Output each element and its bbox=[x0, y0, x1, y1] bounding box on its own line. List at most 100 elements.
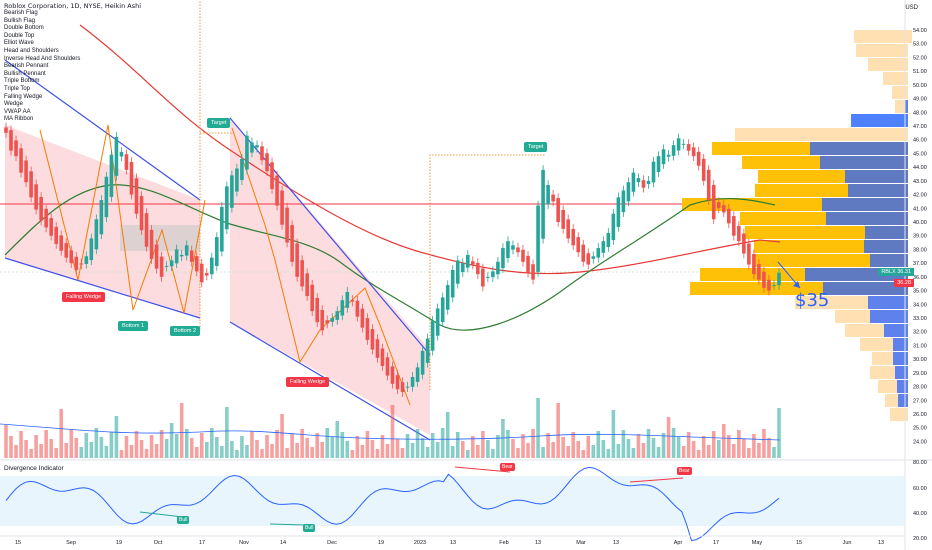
volume-bar bbox=[280, 414, 284, 458]
bear-divergence-1 bbox=[454, 466, 511, 473]
volume-bar bbox=[696, 450, 701, 458]
candle-body bbox=[531, 264, 535, 280]
volume-bar bbox=[220, 446, 224, 458]
target-line-2 bbox=[429, 154, 545, 390]
bottom-2-label: Bottom 2 bbox=[170, 326, 201, 336]
candle-body bbox=[295, 243, 299, 277]
pattern-legend-item: Double Top bbox=[4, 32, 35, 39]
ticker-price-tag: RBLX 36.31 bbox=[878, 268, 914, 276]
volume-bar bbox=[566, 446, 570, 458]
moving-average-short bbox=[4, 184, 776, 331]
volume-bar bbox=[661, 433, 666, 458]
volume-bar bbox=[295, 443, 299, 458]
volume-profile-bar bbox=[754, 254, 908, 267]
candle-body bbox=[310, 284, 314, 312]
volume-bar bbox=[732, 444, 736, 458]
bear-divergence-2 bbox=[629, 477, 684, 483]
volume-bar bbox=[24, 440, 28, 458]
volume-bar bbox=[676, 437, 681, 458]
volume-profile-bar bbox=[735, 128, 908, 141]
candle-body bbox=[476, 262, 480, 275]
oscillator-title: Divergence Indicator bbox=[4, 465, 64, 472]
bull-divergence-1 bbox=[139, 511, 184, 518]
candle-body bbox=[49, 218, 53, 236]
candle-body bbox=[616, 197, 621, 227]
volume-bar bbox=[471, 436, 475, 458]
candle-body bbox=[74, 256, 79, 270]
volume-bar bbox=[752, 434, 756, 458]
candle-body bbox=[119, 152, 124, 157]
candle-body bbox=[330, 318, 335, 322]
volume-bar bbox=[240, 436, 244, 458]
candle-body bbox=[481, 268, 485, 287]
y-tick-label: 27.00 bbox=[913, 398, 927, 404]
volume-bar bbox=[425, 447, 430, 458]
candle-body bbox=[455, 260, 460, 284]
volume-profile-bar-up bbox=[893, 338, 908, 351]
volume-bar bbox=[576, 441, 581, 458]
candle-body bbox=[350, 299, 355, 302]
y-tick-label: 44.00 bbox=[913, 165, 927, 171]
candle-body bbox=[696, 151, 701, 166]
y-tick-label: 52.00 bbox=[913, 55, 927, 61]
volume-bar bbox=[400, 448, 405, 458]
y-tick-label: 54.00 bbox=[913, 28, 927, 34]
volume-bar bbox=[54, 448, 58, 458]
candle-body bbox=[44, 208, 48, 228]
wedge-lower-line-1 bbox=[4, 257, 201, 319]
volume-profile-bar bbox=[890, 408, 908, 421]
candle-body bbox=[716, 202, 721, 209]
volume-bar bbox=[641, 443, 646, 458]
pattern-legend-item: Inverse Head And Shoulders bbox=[4, 55, 81, 62]
candle-body bbox=[169, 260, 174, 267]
candle-body bbox=[430, 320, 435, 351]
candle-body bbox=[79, 263, 84, 265]
candle-body bbox=[626, 182, 631, 202]
candle-body bbox=[661, 149, 666, 165]
volume-ma bbox=[0, 423, 781, 441]
volume-bar bbox=[225, 407, 229, 458]
volume-bar bbox=[300, 429, 304, 458]
osc-tick-label: 20.00 bbox=[913, 536, 927, 542]
candle-body bbox=[491, 271, 495, 278]
bull-label-1: Bull bbox=[177, 516, 190, 524]
candle-body bbox=[516, 247, 520, 253]
pattern-legend-item: Triple Bottom bbox=[4, 78, 40, 85]
volume-profile-bar bbox=[883, 72, 908, 85]
volume-bar bbox=[460, 441, 465, 458]
x-tick-label: 13 bbox=[535, 540, 541, 546]
volume-bar bbox=[315, 433, 320, 458]
osc-tick-label: 60.00 bbox=[913, 486, 927, 492]
volume-profile-bar-up bbox=[822, 198, 908, 211]
candle-body bbox=[39, 196, 43, 221]
candle-body bbox=[380, 348, 385, 366]
candle-body bbox=[521, 249, 525, 262]
x-tick-label: Apr bbox=[674, 540, 683, 546]
volume-bar bbox=[285, 448, 289, 458]
volume-bar bbox=[330, 437, 335, 458]
candle-body bbox=[184, 245, 189, 256]
volume-profile-bar-up bbox=[864, 240, 908, 253]
candle-body bbox=[450, 270, 455, 298]
volume-bar bbox=[275, 430, 279, 458]
pattern-legend-item: Bearish Flag bbox=[4, 10, 38, 16]
candle-body bbox=[225, 186, 229, 230]
chart-title: Roblox Corporation, 1D, NYSE, Heikin Ash… bbox=[4, 2, 142, 10]
volume-bar bbox=[350, 450, 355, 458]
candle-body bbox=[179, 254, 184, 257]
candle-body bbox=[501, 248, 505, 269]
elliot-wave-1 bbox=[39, 124, 206, 314]
volume-bar bbox=[586, 436, 591, 458]
falling-wedge-label-2: Falling Wedge bbox=[286, 377, 330, 387]
volume-bar bbox=[491, 449, 495, 458]
volume-bar bbox=[375, 449, 380, 458]
volume-bar bbox=[666, 417, 671, 458]
volume-bar bbox=[325, 428, 330, 458]
pattern-legend-item: Triple Top bbox=[4, 85, 31, 92]
bear-label-1: Bear bbox=[500, 463, 515, 471]
candle-body bbox=[400, 382, 405, 393]
volume-bar bbox=[204, 442, 209, 458]
volume-bar bbox=[716, 440, 721, 458]
volume-bar bbox=[320, 442, 325, 458]
